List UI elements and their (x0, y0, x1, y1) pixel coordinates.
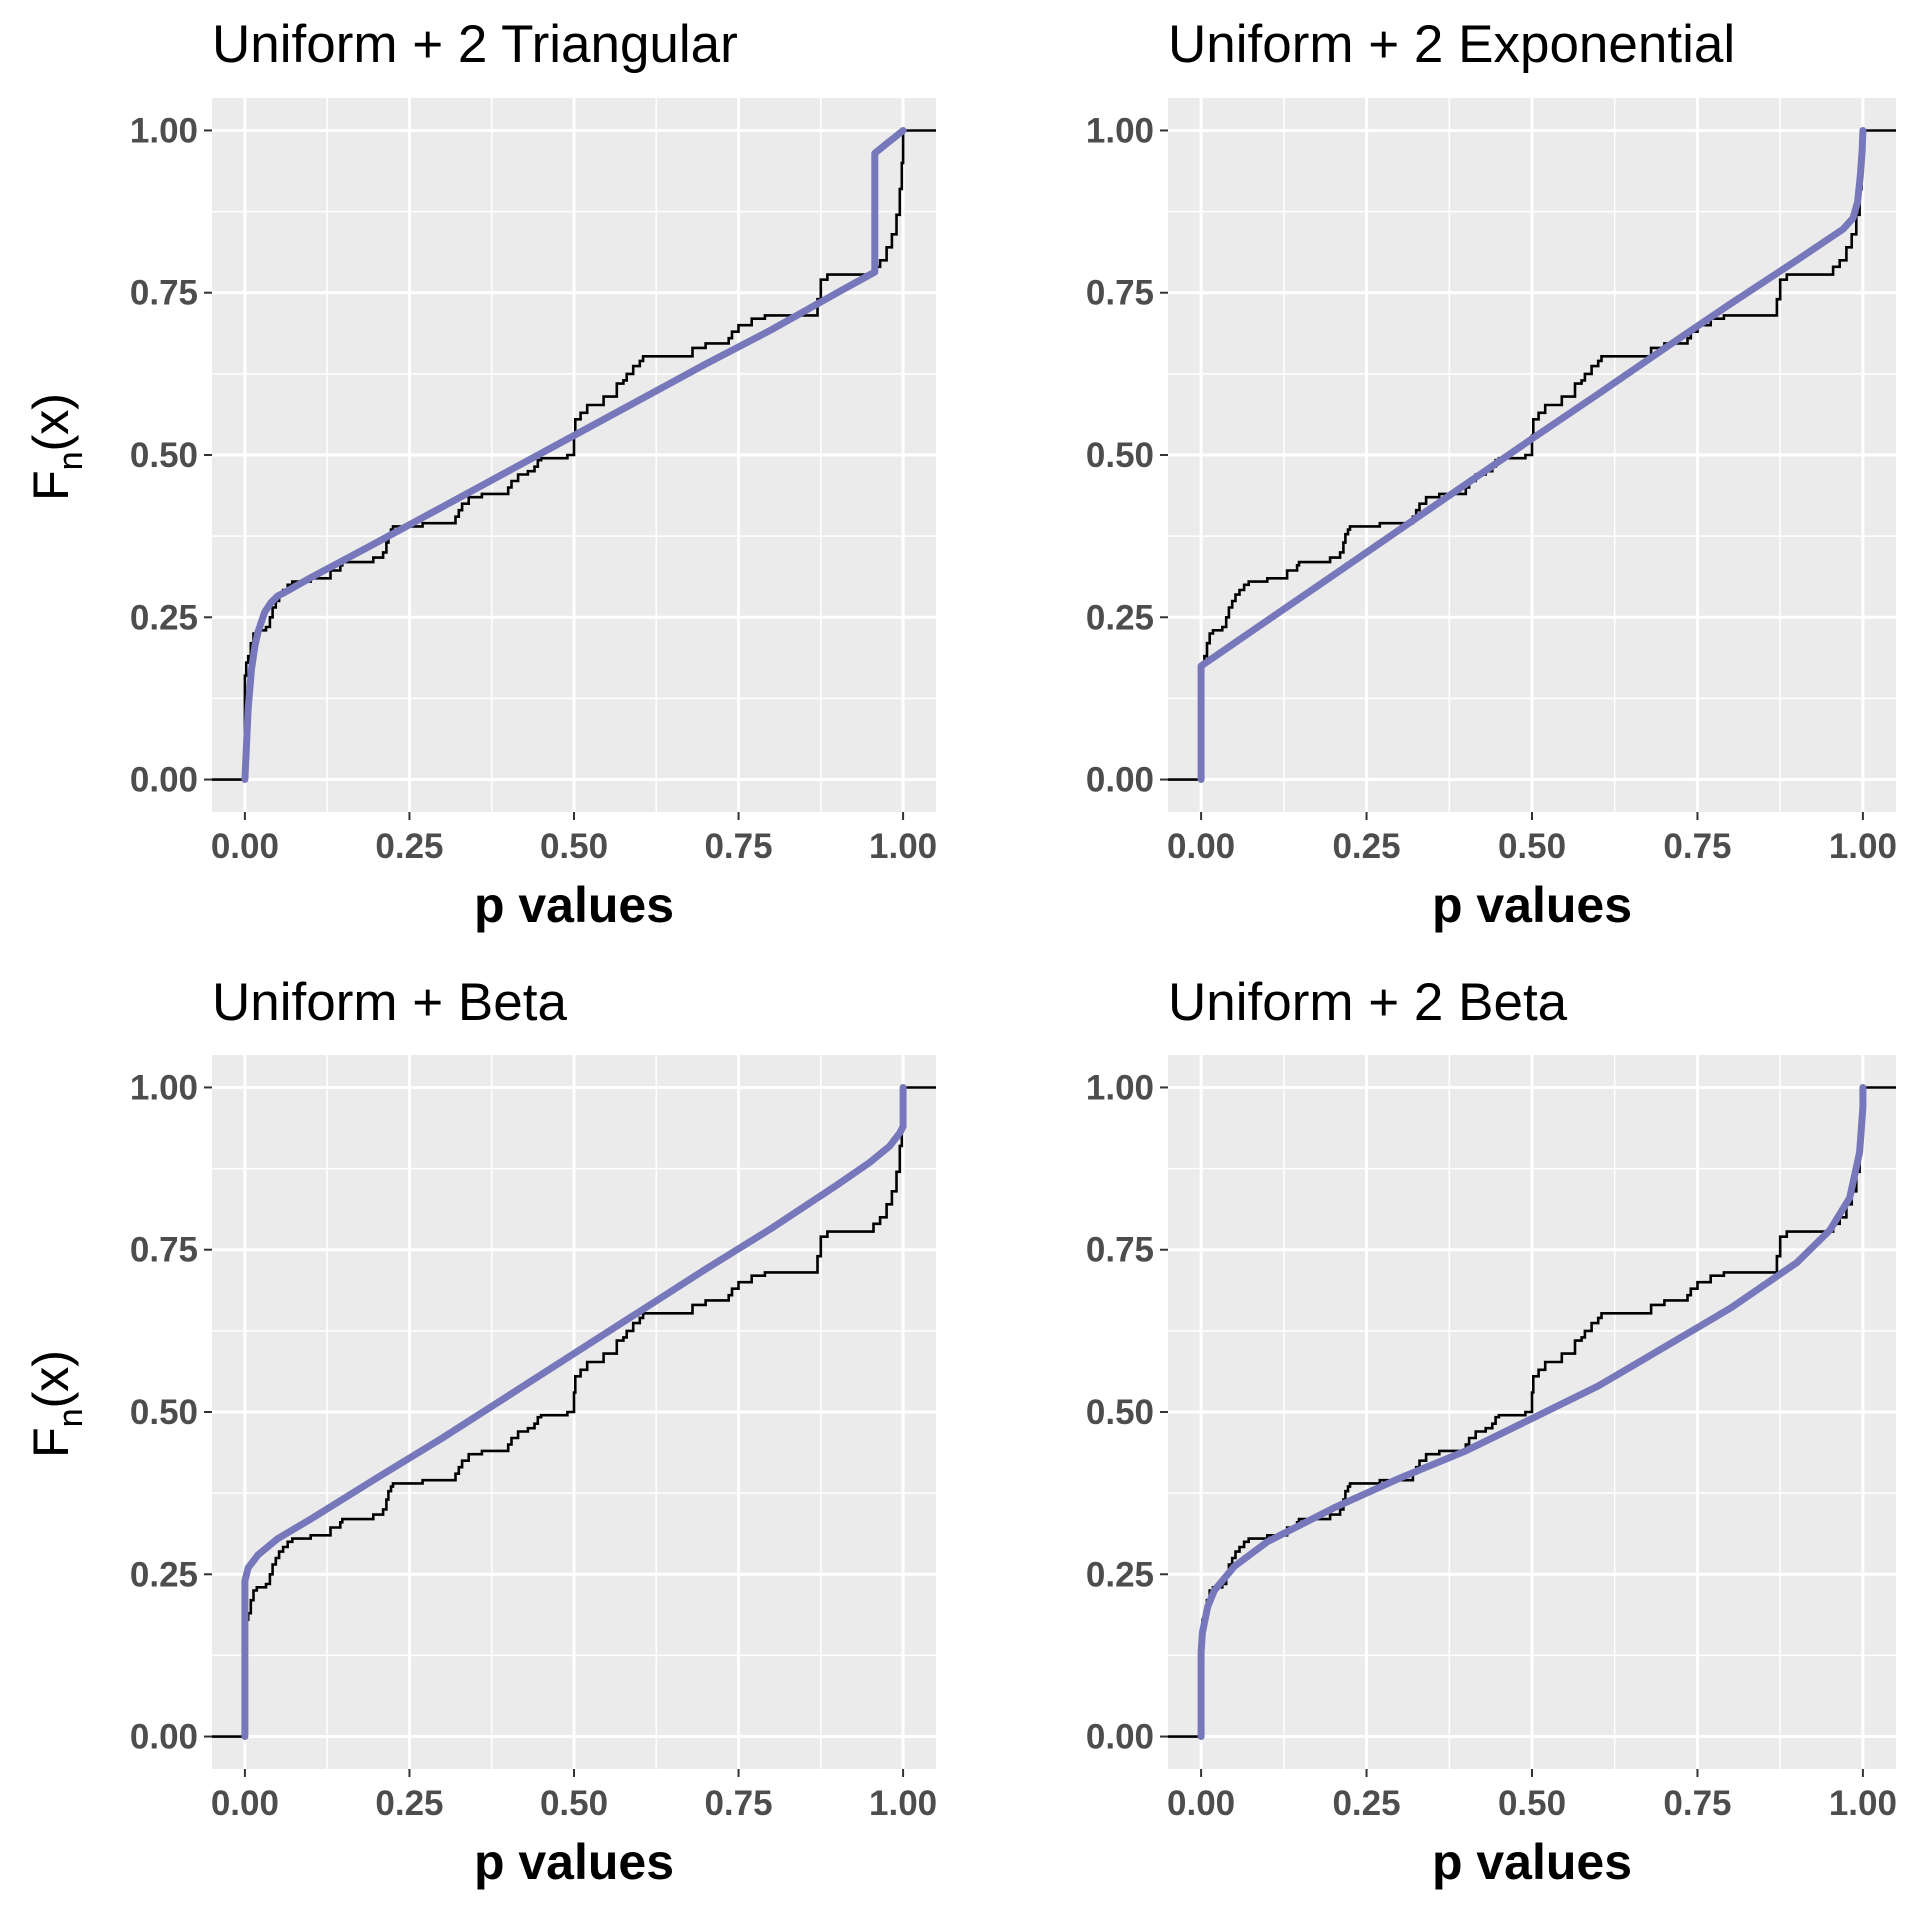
y-tick-label: 0.00 (130, 761, 198, 800)
x-axis-label: p values (1432, 877, 1632, 933)
x-axis-label: p values (1432, 1834, 1632, 1890)
y-tick-label: 0.00 (1086, 761, 1154, 800)
panel-3: 0.00 0.25 0.50 0.75 1.00 0.00 0.25 0.50 0.75 1.00… (23, 973, 937, 1890)
x-tick-label: 0.50 (540, 1784, 608, 1823)
x-tick-label: 0.75 (704, 827, 772, 866)
y-axis-label-main: F (23, 470, 79, 501)
x-tick-label: 0.50 (540, 827, 608, 866)
y-tick-label: 1.00 (130, 1068, 198, 1107)
panel-title: Uniform + 2 Exponential (1168, 15, 1735, 74)
y-tick-label: 0.75 (1086, 1231, 1154, 1270)
x-tick-label: 1.00 (869, 827, 937, 866)
y-axis-label-subscript: n (52, 1408, 90, 1427)
x-axis-label: p values (474, 1834, 674, 1890)
y-axis-label-subscript: n (52, 1408, 90, 1427)
x-tick-label: 0.25 (375, 1784, 443, 1823)
y-tick-label: 1.00 (1086, 111, 1154, 150)
y-axis-label-subscript: n (52, 451, 90, 470)
x-tick-label: 0.25 (375, 827, 443, 866)
ecdf-step-line (1168, 1086, 1896, 1738)
x-tick-label: 0.50 (1498, 827, 1566, 866)
y-tick-label: 0.25 (130, 1555, 198, 1594)
x-tick-label: 0.00 (1167, 1784, 1235, 1823)
x-tick-label: 0.00 (211, 827, 279, 866)
y-axis-label-subscript: n (52, 451, 90, 470)
y-axis-label-suffix: (x) (23, 393, 79, 451)
x-tick-label: 1.00 (869, 1784, 937, 1823)
x-tick-label: 0.75 (1663, 827, 1731, 866)
grid (1168, 1055, 1896, 1769)
y-axis-label: Fn(x) (23, 393, 90, 501)
x-tick-label: 1.00 (1829, 827, 1897, 866)
x-tick-label: 0.75 (704, 1784, 772, 1823)
fitted-cdf-line (1197, 127, 1867, 783)
x-axis-label: p values (474, 877, 674, 933)
y-axis-label: Fn(x) (23, 393, 90, 501)
panel-2: 0.00 0.25 0.50 0.75 1.00 0.00 0.25 0.50 0.75 1.00… (23, 15, 1897, 933)
y-axis-label-main: F (23, 1427, 79, 1458)
y-tick-label: 0.00 (1086, 1718, 1154, 1757)
fitted-cdf-line (241, 127, 907, 783)
panel-title: Uniform + Beta (212, 973, 567, 1032)
y-tick-label: 0.00 (130, 1718, 198, 1757)
panel-1: 0.00 0.25 0.50 0.75 1.00 0.00 0.25 0.50 0.75 1.00… (23, 15, 937, 933)
x-tick-label: 1.00 (1829, 1784, 1897, 1823)
fitted-cdf-line (241, 1084, 907, 1740)
y-tick-label: 0.75 (1086, 274, 1154, 313)
fitted-cdf-line (1197, 1084, 1867, 1740)
y-tick-label: 0.50 (1086, 436, 1154, 475)
y-tick-label: 0.25 (1086, 598, 1154, 637)
ecdf-step-line (212, 1086, 936, 1738)
y-axis-label: Fn(x) (23, 1350, 90, 1458)
x-tick-label: 0.00 (1167, 827, 1235, 866)
x-tick-label: 0.50 (1498, 1784, 1566, 1823)
y-axis-label-suffix: (x) (23, 393, 79, 451)
y-tick-label: 1.00 (1086, 1068, 1154, 1107)
panel-title: Uniform + 2 Triangular (212, 15, 738, 74)
x-tick-label: 0.00 (211, 1784, 279, 1823)
y-tick-label: 0.25 (130, 598, 198, 637)
x-tick-label: 0.25 (1332, 1784, 1400, 1823)
y-tick-label: 0.50 (130, 1393, 198, 1432)
grid (1168, 98, 1896, 812)
y-axis-label-main: F (23, 1427, 79, 1458)
y-axis-label-suffix: (x) (23, 1350, 79, 1408)
y-tick-label: 0.75 (130, 274, 198, 313)
x-tick-label: 0.75 (1663, 1784, 1731, 1823)
y-tick-label: 0.50 (130, 436, 198, 475)
y-axis-label-suffix: (x) (23, 1350, 79, 1408)
y-tick-label: 1.00 (130, 111, 198, 150)
y-tick-label: 0.50 (1086, 1393, 1154, 1432)
x-tick-label: 0.25 (1332, 827, 1400, 866)
y-axis-label-main: F (23, 470, 79, 501)
panel-4: 0.00 0.25 0.50 0.75 1.00 0.00 0.25 0.50 0.75 1.00… (23, 973, 1897, 1890)
y-tick-label: 0.25 (1086, 1555, 1154, 1594)
y-axis-label: Fn(x) (23, 1350, 90, 1458)
panel-title: Uniform + 2 Beta (1168, 973, 1568, 1032)
y-tick-label: 0.75 (130, 1231, 198, 1270)
